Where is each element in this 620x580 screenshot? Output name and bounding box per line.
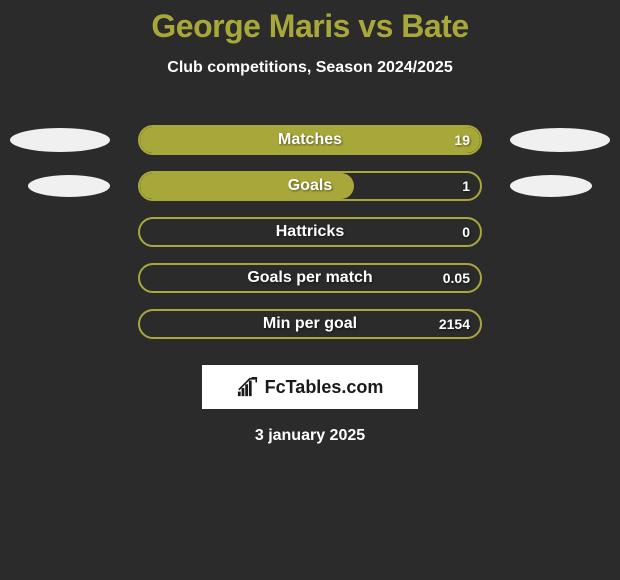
stat-value: 2154	[439, 316, 470, 332]
left-ellipse	[10, 128, 110, 152]
stat-label: Goals per match	[140, 269, 480, 287]
stat-row: Goals per match0.05	[0, 255, 620, 301]
stat-label: Matches	[140, 131, 480, 149]
page-title: George Maris vs Bate	[0, 8, 620, 45]
stat-value: 0	[462, 224, 470, 240]
right-ellipse	[510, 175, 592, 197]
stat-label: Min per goal	[140, 315, 480, 333]
brand-logo-box: FcTables.com	[202, 365, 418, 409]
subtitle: Club competitions, Season 2024/2025	[0, 59, 620, 77]
stat-row: Min per goal2154	[0, 301, 620, 347]
generation-date: 3 january 2025	[0, 427, 620, 445]
stat-row: Goals1	[0, 163, 620, 209]
stat-label: Hattricks	[140, 223, 480, 241]
stats-bars-section: Matches19 Goals1 Hattricks0 Goals per match…	[0, 117, 620, 347]
stat-bar: Hattricks0	[138, 217, 482, 247]
stat-bar: Goals per match0.05	[138, 263, 482, 293]
stat-value: 0.05	[443, 270, 470, 286]
stat-row: Hattricks0	[0, 209, 620, 255]
stat-bar: Goals1	[138, 171, 482, 201]
stat-value: 19	[454, 132, 470, 148]
infographic-container: George Maris vs Bate Club competitions, …	[0, 0, 620, 445]
stat-row: Matches19	[0, 117, 620, 163]
left-ellipse	[28, 175, 110, 197]
fctables-icon	[237, 376, 259, 398]
stat-bar: Min per goal2154	[138, 309, 482, 339]
stat-value: 1	[462, 178, 470, 194]
stat-label: Goals	[140, 177, 480, 195]
brand-logo-text: FcTables.com	[265, 377, 384, 398]
stat-bar: Matches19	[138, 125, 482, 155]
right-ellipse	[510, 128, 610, 152]
